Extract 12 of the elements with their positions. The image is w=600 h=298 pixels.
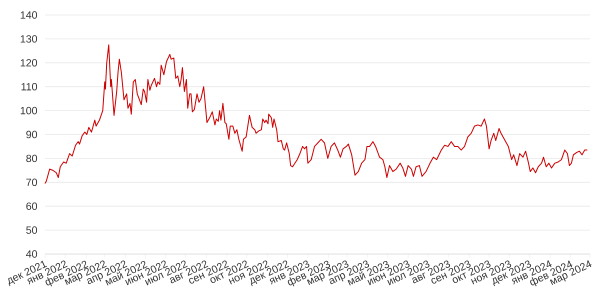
y-tick-label: 120 bbox=[20, 59, 38, 67]
y-tick-label: 90 bbox=[26, 130, 38, 138]
line-series bbox=[44, 44, 588, 184]
y-tick-label: 110 bbox=[22, 82, 38, 90]
y-tick-label: 140 bbox=[20, 11, 38, 19]
y-tick-label: 100 bbox=[20, 106, 38, 114]
y-tick-label: 60 bbox=[26, 202, 38, 210]
y-tick-label: 130 bbox=[20, 35, 38, 43]
y-tick-label: 40 bbox=[26, 250, 38, 258]
y-tick-label: 70 bbox=[26, 178, 38, 186]
y-tick-label: 80 bbox=[26, 154, 38, 162]
y-tick-label: 50 bbox=[26, 226, 38, 234]
